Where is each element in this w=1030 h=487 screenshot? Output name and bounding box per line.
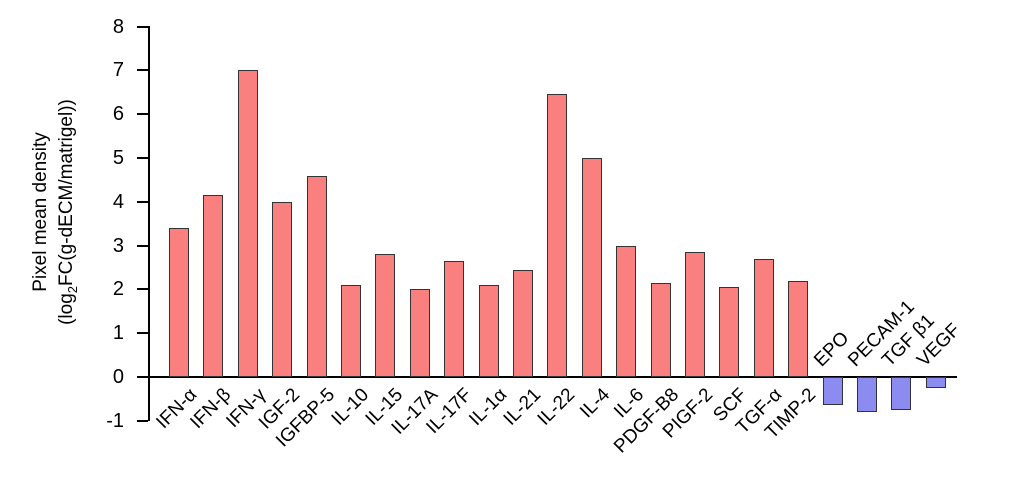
bar-IL-1α (478, 285, 499, 377)
y-tick (137, 376, 148, 378)
y-tick-label: 3 (112, 234, 124, 257)
y-tick-label: 8 (112, 15, 124, 38)
bar-IGFBP-5 (306, 175, 327, 377)
y-tick (137, 25, 148, 28)
y-tick (137, 157, 148, 159)
bar-PIGF-2 (685, 252, 705, 377)
bar-IL-17A (409, 289, 430, 377)
y-tick-label: 7 (112, 59, 124, 82)
bar-IFN-α (169, 228, 189, 377)
bar-IFN-β (203, 195, 224, 377)
bar-IFN-γ (237, 70, 258, 377)
bar-IL-22 (547, 94, 568, 377)
bar-IL-10 (341, 285, 361, 377)
y-tick (137, 288, 148, 291)
y-tick-label: 6 (112, 103, 124, 126)
y-tick (137, 113, 148, 116)
y-tick (137, 200, 148, 203)
y-tick (137, 419, 148, 422)
bar-TGF-α (753, 258, 774, 377)
y-tick (137, 244, 148, 247)
y-axis-label-line1: Pixel mean density (30, 132, 52, 292)
bar-IL-21 (513, 269, 533, 377)
y-tick-label: 5 (112, 147, 124, 169)
bar-TIMP-2 (788, 280, 809, 377)
bar-EPO (822, 377, 843, 406)
bar-IL-15 (375, 254, 396, 377)
bar-TGF β1 (891, 377, 912, 410)
y-tick (137, 332, 148, 335)
bar-IGF-2 (272, 201, 293, 377)
y-tick-label: 2 (112, 278, 124, 301)
y-axis-line (148, 26, 150, 421)
y-tick-label: 4 (112, 190, 124, 213)
y-tick (137, 69, 148, 72)
bar-PECAM-1 (857, 377, 877, 413)
x-axis-line (150, 376, 957, 378)
bar-IL-17F (444, 260, 465, 377)
y-tick-label: 1 (112, 322, 124, 345)
bar-IL-6 (616, 245, 637, 377)
y-tick-label: 0 (112, 366, 124, 388)
bar-VEGF (925, 377, 946, 388)
bar-PDGF-B8 (650, 282, 671, 377)
bar-IL-4 (581, 158, 602, 377)
bar-SCF (719, 287, 740, 377)
y-tick-label: -1 (106, 409, 124, 432)
